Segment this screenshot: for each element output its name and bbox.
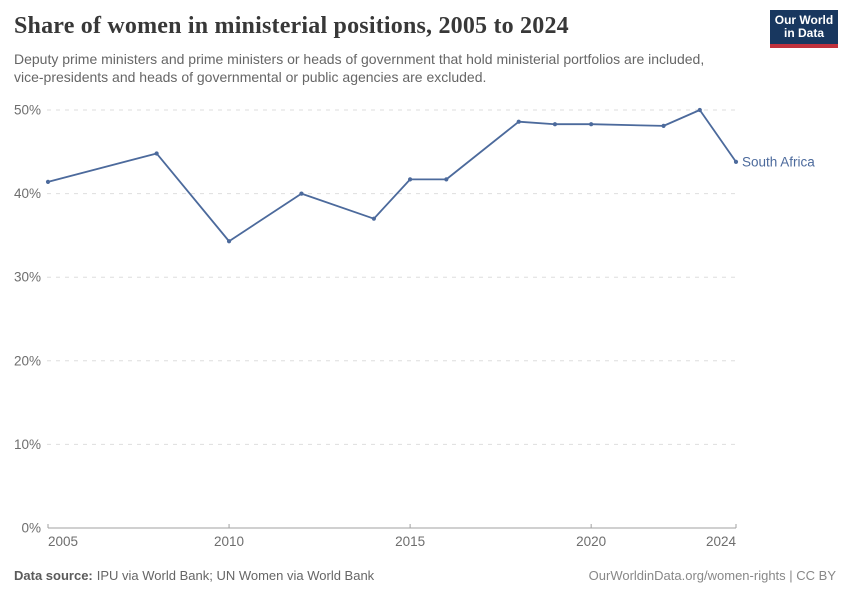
data-point[interactable] bbox=[45, 179, 51, 184]
data-point[interactable] bbox=[299, 191, 304, 196]
data-point[interactable] bbox=[552, 122, 558, 127]
data-point[interactable] bbox=[226, 239, 232, 244]
owid-logo-line2: in Data bbox=[783, 26, 824, 40]
data-point[interactable] bbox=[516, 119, 521, 124]
y-tick-label: 50% bbox=[14, 103, 41, 118]
data-source-label: Data source: bbox=[14, 568, 93, 583]
chart-title: Share of women in ministerial positions,… bbox=[14, 13, 569, 39]
owid-logo-line1: Our World bbox=[774, 13, 834, 27]
data-point[interactable] bbox=[154, 151, 159, 156]
data-point[interactable] bbox=[733, 159, 739, 164]
y-tick-label: 40% bbox=[14, 186, 41, 201]
y-tick-label: 0% bbox=[21, 521, 41, 536]
data-point[interactable] bbox=[408, 177, 413, 182]
x-tick-label: 2010 bbox=[214, 534, 244, 549]
series-line[interactable] bbox=[47, 109, 737, 243]
data-point[interactable] bbox=[371, 216, 376, 221]
data-source: Data source: IPU via World Bank; UN Women… bbox=[14, 568, 374, 583]
chart-subtitle: Deputy prime ministers and prime ministe… bbox=[14, 51, 705, 85]
data-point[interactable] bbox=[589, 122, 594, 127]
y-tick-label: 10% bbox=[14, 437, 41, 452]
x-tick-label: 2015 bbox=[395, 534, 425, 549]
chart-footer: Data source: IPU via World Bank; UN Women… bbox=[14, 568, 836, 583]
data-point[interactable] bbox=[444, 177, 449, 182]
data-point[interactable] bbox=[697, 107, 702, 113]
y-tick-label: 20% bbox=[14, 353, 41, 368]
x-tick-label: 2005 bbox=[48, 534, 78, 549]
x-tick-label: 2024 bbox=[706, 534, 737, 549]
x-tick-label: 2020 bbox=[576, 534, 606, 549]
series-end-label: South Africa bbox=[742, 154, 815, 169]
data-source-value: IPU via World Bank; UN Women via World B… bbox=[96, 568, 375, 583]
y-tick-label: 30% bbox=[14, 270, 41, 285]
data-point[interactable] bbox=[661, 123, 666, 128]
attribution: OurWorldinData.org/women-rights | CC BY bbox=[588, 568, 836, 583]
owid-logo[interactable]: Our World in Data bbox=[770, 10, 838, 48]
